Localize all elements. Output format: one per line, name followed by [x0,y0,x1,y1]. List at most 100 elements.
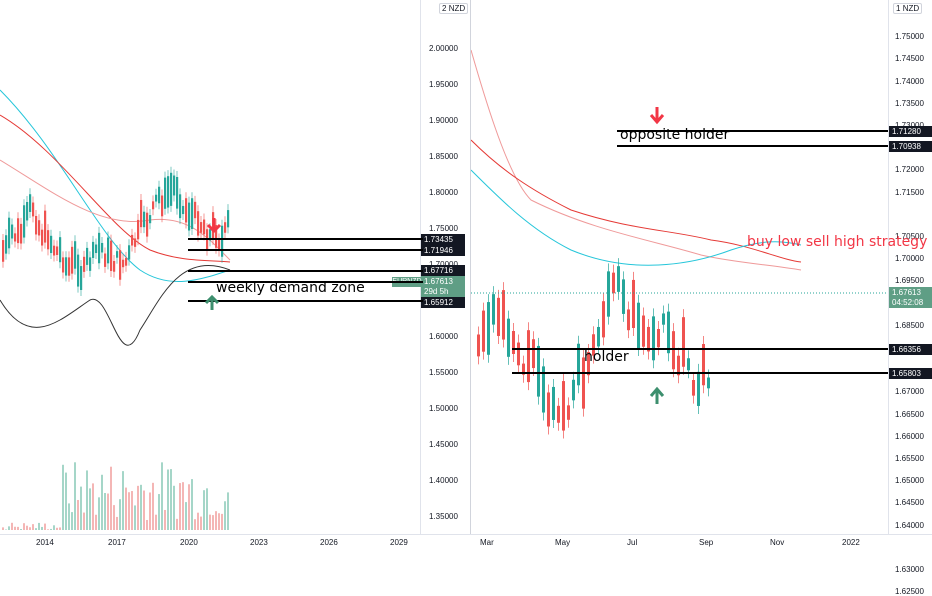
time-label: 2017 [108,535,126,550]
time-label: 2022 [842,535,860,550]
zone-line[interactable] [188,300,423,302]
volume-bar [59,527,61,530]
axis-label: 1.69500 [895,276,924,285]
volume-bar [14,527,16,530]
candle [137,220,139,239]
resistance-line[interactable] [188,238,423,240]
candle [702,344,705,385]
candle [512,331,515,354]
candle [122,260,124,267]
volume-bar [155,515,157,530]
candle [71,247,73,274]
time-label: Nov [770,535,784,550]
holder-line[interactable] [512,372,888,374]
candle [492,294,495,324]
volume-bar [191,479,193,530]
volume-bar [104,493,106,530]
candle [517,343,520,366]
volume-bar [209,515,211,530]
down-arrow-icon [648,105,666,125]
daily-chart-pane[interactable] [470,0,889,550]
candle [652,316,655,360]
volume-bar [32,524,34,530]
volume-bar [17,527,19,530]
axis-label: 1.66500 [895,410,924,419]
volume-bar [95,515,97,530]
time-axis[interactable]: 2014 2017 2020 2023 2026 2029 Mar May Ju… [0,534,932,550]
weekly-chart-canvas[interactable] [0,0,420,535]
ma-line [471,170,801,265]
candle [68,257,70,275]
volume-bar [47,529,49,530]
axis-label: 1.75000 [429,224,458,233]
volume-bar [56,528,58,530]
currency-label: NZD [903,4,919,13]
level-tag: 1.65912 [421,297,465,308]
axis-label: 1.75000 [895,32,924,41]
candle [95,245,97,254]
candle [86,248,88,265]
daily-price-axis[interactable]: 1 NZD 1.750001.745001.740001.735001.7300… [888,0,932,535]
axis-label: 1.65500 [895,454,924,463]
daily-chart-canvas[interactable] [471,0,889,535]
volume-bar [107,494,109,530]
volume-bar [38,523,40,530]
candle [47,230,49,249]
weekly-chart-pane[interactable] [0,0,420,550]
volume-bar [161,462,163,530]
up-arrow-icon [648,386,666,406]
axis-label: 2.00000 [429,44,458,53]
volume-bar [89,488,91,530]
volume-bar [146,520,148,530]
candle [2,240,4,262]
candle [32,203,34,217]
opposite-holder-label: opposite holder [620,127,729,143]
candle [104,254,106,267]
resistance-line[interactable] [188,249,423,251]
zone-line[interactable] [188,270,423,272]
volume-bar [41,527,43,530]
candle [487,302,490,355]
axis-label: 1.95000 [429,80,458,89]
axis-label: 1.70000 [895,254,924,263]
volume-bar [113,505,115,530]
volume-bar [101,475,103,530]
candle [562,381,565,430]
candle [617,266,620,292]
candle [188,203,190,231]
time-label: 2029 [390,535,408,550]
candle [502,290,505,339]
volume-bar [134,505,136,530]
axis-label: 1.64000 [895,521,924,530]
volume-bar [77,500,79,530]
volume-bar [119,499,121,530]
candle [227,210,229,227]
time-label: May [555,535,570,550]
volume-bar [50,529,52,530]
countdown-tag: 04:52:08 [889,297,932,308]
volume-bar [182,482,184,530]
volume-bar [176,519,178,530]
ma-line [0,265,230,345]
volume-bar [83,513,85,530]
opposite-holder-line[interactable] [617,145,888,147]
volume-bar [188,484,190,530]
axis-label: 1.40000 [429,476,458,485]
candle [657,329,660,347]
candle [164,178,166,209]
candle [17,218,19,243]
axis-label: 1.45000 [429,440,458,449]
volume-bar [200,517,202,530]
holder-label: holder [584,349,629,365]
candle [116,251,118,258]
axis-top-label: 1 [896,4,900,13]
candle [134,238,136,246]
candle [170,173,172,206]
holder-line[interactable] [512,348,888,350]
down-arrow-icon [206,216,222,234]
time-label: Sep [699,535,713,550]
candle [547,392,550,426]
candle [197,211,199,235]
candle [672,331,675,369]
